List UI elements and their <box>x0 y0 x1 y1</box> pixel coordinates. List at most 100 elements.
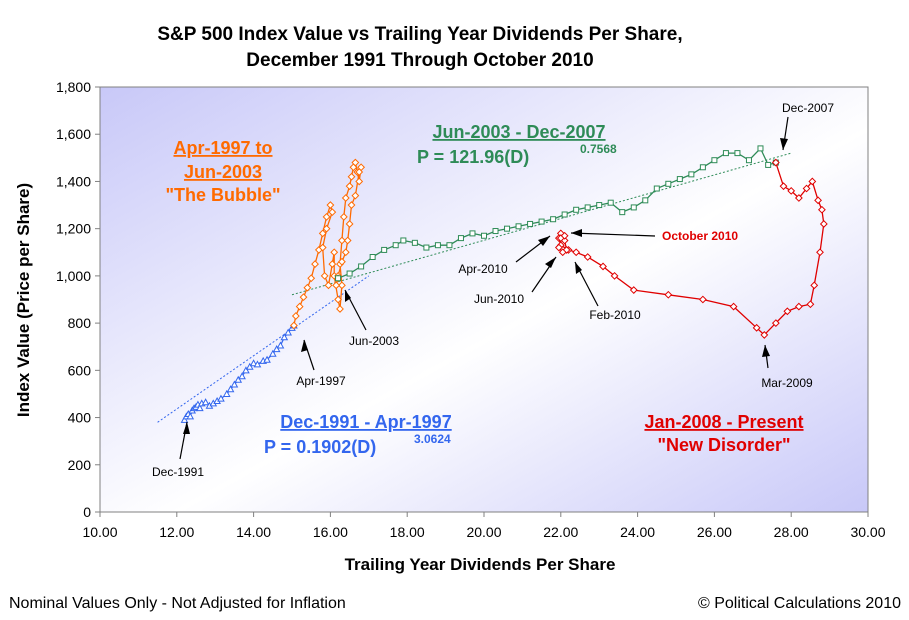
data-point <box>802 184 811 193</box>
data-point <box>492 228 499 235</box>
data-point <box>583 253 592 261</box>
annotation-feb2010: Feb-2010 <box>589 308 641 322</box>
data-point <box>318 229 327 238</box>
x-tick-label: 22.00 <box>543 524 578 540</box>
data-point <box>347 201 356 209</box>
data-point <box>816 248 824 257</box>
y-tick-label: 1,800 <box>56 79 91 95</box>
annotation-apr1997: Apr-1997 <box>296 374 346 388</box>
y-axis-label: Index Value (Price per Share) <box>14 183 33 417</box>
data-point <box>698 295 707 304</box>
data-point <box>307 274 316 283</box>
data-point <box>338 257 346 266</box>
x-axis: 10.00 12.00 14.00 16.00 18.00 20.00 22.00 24.00… <box>82 512 886 540</box>
data-point <box>332 281 341 290</box>
x-tick-label: 14.00 <box>236 524 271 540</box>
data-point <box>779 182 788 191</box>
data-point <box>610 271 619 280</box>
data-point <box>320 271 329 280</box>
data-point <box>217 394 225 402</box>
data-point <box>335 275 342 282</box>
data-point <box>272 345 281 353</box>
data-point <box>664 290 673 299</box>
data-point <box>351 191 360 200</box>
data-point <box>411 239 418 246</box>
data-point <box>469 230 476 237</box>
data-point <box>326 201 335 209</box>
data-point <box>328 260 337 268</box>
data-point <box>234 375 243 383</box>
data-point <box>324 281 333 290</box>
data-point <box>699 164 706 171</box>
data-point <box>457 235 464 242</box>
x-tick-label: 20.00 <box>466 524 501 540</box>
data-point <box>341 248 350 257</box>
footer-right: © Political Calculations 2010 <box>698 595 901 612</box>
data-point <box>186 412 195 420</box>
data-point <box>295 302 304 311</box>
y-tick-label: 1,600 <box>56 126 91 142</box>
data-point <box>299 293 308 302</box>
data-point <box>423 244 430 251</box>
data-point <box>819 220 828 228</box>
growth1-exponent: 3.0624 <box>414 432 451 446</box>
data-point <box>794 302 803 311</box>
y-tick-label: 200 <box>68 457 92 473</box>
x-tick-label: 24.00 <box>620 524 655 540</box>
data-point <box>330 248 339 257</box>
x-axis-label: Trailing Year Dividends Per Share <box>345 555 616 574</box>
series-layer <box>180 145 828 423</box>
data-point <box>584 204 591 211</box>
data-point <box>630 204 637 211</box>
data-point <box>561 211 568 218</box>
data-point <box>303 283 312 292</box>
data-point <box>322 212 331 221</box>
data-point <box>722 150 729 157</box>
x-tick-label: 28.00 <box>774 524 809 540</box>
y-tick-label: 800 <box>68 315 92 331</box>
bubble-label-line3: "The Bubble" <box>165 185 280 205</box>
data-point <box>560 231 569 240</box>
data-point <box>711 157 718 164</box>
data-point <box>336 305 344 313</box>
data-point <box>245 362 254 370</box>
data-point <box>729 302 738 311</box>
disorder-label-line2: "New Disorder" <box>657 435 790 455</box>
growth1-label-line1: Dec-1991 - Apr-1997 <box>280 412 451 432</box>
data-point <box>760 331 769 339</box>
data-point <box>346 270 353 277</box>
trendline <box>291 152 792 296</box>
annotation-dec1991: Dec-1991 <box>152 465 204 479</box>
data-point <box>558 248 567 257</box>
bubble-label-line2: Jun-2003 <box>184 162 262 182</box>
data-point <box>400 237 407 244</box>
data-point <box>814 196 822 205</box>
data-point <box>222 389 231 397</box>
x-tick-label: 26.00 <box>697 524 732 540</box>
data-point <box>311 260 319 268</box>
annotation-oct2010: October 2010 <box>662 229 738 243</box>
y-tick-label: 1,400 <box>56 173 91 189</box>
plot-area <box>99 86 869 513</box>
trendlines <box>157 152 792 423</box>
y-tick-label: 0 <box>83 504 91 520</box>
annotation-dec2007: Dec-2007 <box>782 101 834 115</box>
data-point <box>676 176 683 183</box>
data-point <box>607 199 614 206</box>
data-point <box>345 182 354 191</box>
data-point <box>291 312 300 320</box>
data-point <box>806 300 815 309</box>
data-point <box>369 254 376 260</box>
data-point <box>322 224 331 233</box>
data-point <box>504 225 511 232</box>
data-point <box>808 177 817 186</box>
chart-title-line2: December 1991 Through October 2010 <box>246 50 593 71</box>
data-point <box>355 168 364 176</box>
data-point <box>562 246 571 254</box>
annotation-jun2010: Jun-2010 <box>474 292 524 306</box>
footer-left: Nominal Values Only - Not Adjusted for I… <box>9 595 346 612</box>
data-point <box>572 248 581 257</box>
bubble-label-line1: Apr-1997 to <box>173 138 272 158</box>
data-point <box>351 158 360 167</box>
data-point <box>765 161 772 168</box>
